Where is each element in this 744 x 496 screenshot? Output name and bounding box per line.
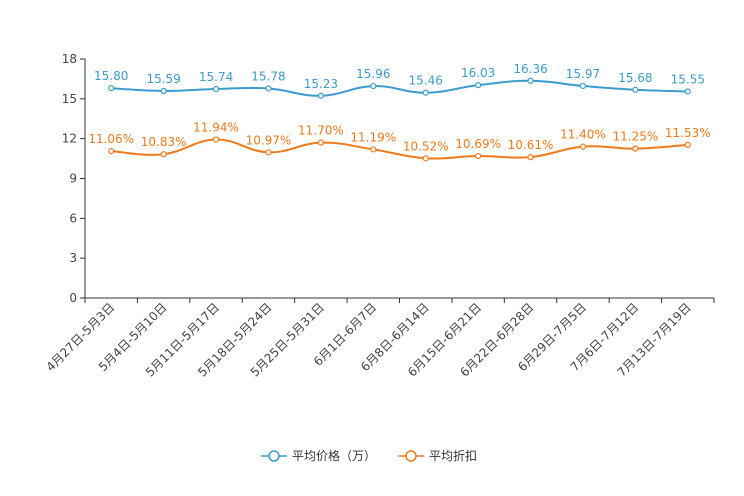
data-label: 11.70% <box>298 124 344 138</box>
y-tick-label: 6 <box>69 211 77 225</box>
legend-marker-price <box>268 450 280 462</box>
data-point <box>684 88 691 95</box>
y-tick-label: 9 <box>69 172 77 186</box>
data-label: 11.53% <box>665 126 711 140</box>
data-point <box>160 87 167 95</box>
data-point <box>475 152 482 160</box>
data-point <box>317 92 324 99</box>
legend-label-discount: 平均折扣 <box>429 448 477 463</box>
data-point <box>108 85 115 92</box>
data-point <box>684 141 691 149</box>
data-label: 10.83% <box>141 135 187 149</box>
data-point <box>579 82 587 90</box>
data-point <box>475 82 482 89</box>
y-tick-label: 12 <box>62 132 77 146</box>
data-point <box>632 86 639 93</box>
data-label: 15.96 <box>356 67 390 81</box>
data-point <box>317 139 324 146</box>
data-point <box>265 149 272 156</box>
data-label: 11.40% <box>560 128 606 142</box>
data-label: 16.36 <box>513 62 547 76</box>
series-1: 11.06% 10.83% 11.94% 10.97% 11.70% 11.19% 10.5… <box>88 120 711 162</box>
data-label: 11.94% <box>193 120 239 134</box>
axes: 03691215184月27日-5月3日5月4日-5月10日5月11日-5月17… <box>43 52 715 380</box>
data-label: 16.03 <box>461 66 495 80</box>
y-tick-label: 3 <box>69 251 77 265</box>
legend-label-price: 平均价格（万） <box>292 448 376 463</box>
data-point <box>527 154 534 161</box>
data-label: 10.52% <box>403 139 449 153</box>
data-label: 15.97 <box>566 67 600 81</box>
data-point <box>265 85 272 92</box>
series-line-1 <box>111 138 688 160</box>
legend-item-price[interactable]: 平均价格（万） <box>261 448 376 463</box>
y-tick-label: 15 <box>62 92 77 106</box>
series-layer: 15.80 15.59 15.74 15.78 15.23 15.96 15.46 16.03… <box>88 62 711 162</box>
legend-item-discount[interactable]: 平均折扣 <box>398 448 477 463</box>
data-label: 11.19% <box>350 130 396 144</box>
series-line-0 <box>111 79 688 97</box>
data-label: 15.78 <box>251 69 285 83</box>
data-point <box>108 148 115 155</box>
data-point <box>160 151 167 158</box>
data-point <box>422 155 429 162</box>
data-label: 10.97% <box>246 133 292 147</box>
data-label: 15.55 <box>671 73 705 87</box>
data-label: 15.59 <box>146 72 180 86</box>
legend[interactable]: 平均价格（万） 平均折扣 <box>261 448 477 463</box>
data-label: 15.68 <box>618 71 652 85</box>
data-point <box>422 89 429 96</box>
data-point <box>212 85 220 93</box>
y-tick-label: 18 <box>62 52 77 66</box>
data-point <box>212 136 220 143</box>
data-label: 15.80 <box>94 69 128 83</box>
data-point <box>527 77 534 84</box>
y-tick-label: 0 <box>69 291 77 305</box>
data-label: 15.46 <box>409 74 443 88</box>
series-0: 15.80 15.59 15.74 15.78 15.23 15.96 15.46 16.03… <box>94 62 705 99</box>
data-label: 15.23 <box>304 77 338 91</box>
data-label: 10.61% <box>508 138 554 152</box>
data-label: 11.06% <box>88 132 134 146</box>
data-label: 11.25% <box>612 130 658 144</box>
data-point <box>632 145 639 152</box>
legend-marker-discount <box>405 450 417 462</box>
data-label: 15.74 <box>199 70 233 84</box>
data-point <box>370 146 377 153</box>
data-point <box>579 143 587 150</box>
data-point <box>370 82 377 90</box>
data-label: 10.69% <box>455 137 501 151</box>
